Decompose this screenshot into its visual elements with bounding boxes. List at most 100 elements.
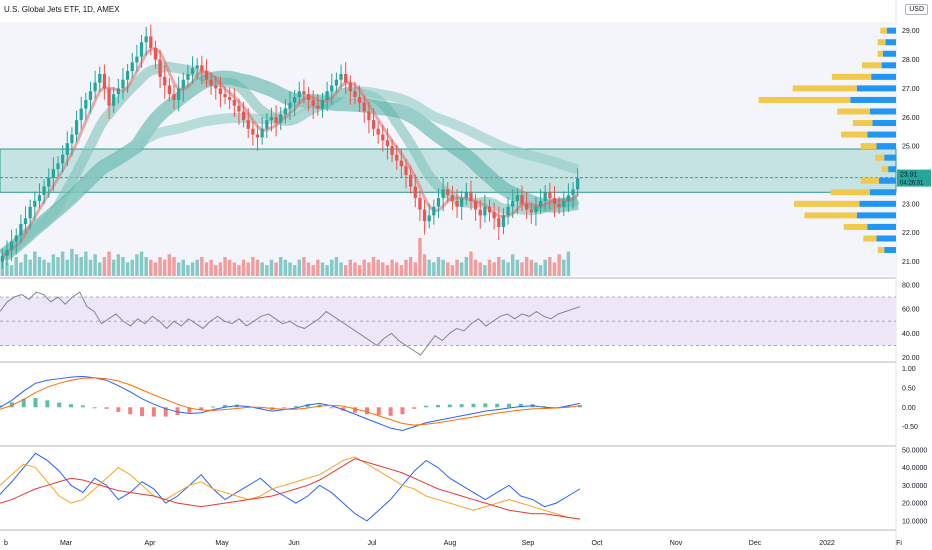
candle-body (121, 79, 125, 89)
candle-body (125, 71, 130, 80)
volume-profile-buy-bar (792, 85, 857, 92)
candle-body (200, 65, 204, 72)
volume-bar (520, 262, 524, 276)
volume-bar (181, 259, 185, 276)
volume-bar (139, 251, 144, 276)
candle-body (367, 111, 371, 121)
volume-bar (237, 265, 241, 276)
candle-body (135, 56, 139, 63)
macd-histogram-bar (495, 403, 500, 408)
candle-body (209, 79, 213, 86)
macd-histogram-bar (353, 407, 358, 413)
candle-body (362, 102, 366, 112)
price-axis-tick: 25.00 (902, 144, 920, 151)
indicator-axis-tick: 10.0000 (902, 518, 927, 525)
volume-bar (56, 257, 60, 276)
candle-body (33, 200, 37, 207)
volume-profile-buy-bar (881, 166, 889, 173)
volume-bar (552, 262, 557, 276)
volume-bar (111, 259, 116, 276)
volume-profile-sell-bar (884, 154, 896, 161)
volume-bar (464, 257, 469, 276)
candle-body (269, 117, 274, 121)
volume-bar (163, 259, 167, 276)
macd-histogram-bar (424, 405, 429, 408)
price-axis-tick: 28.00 (902, 57, 920, 64)
candle-body (348, 82, 352, 92)
macd-histogram-bar (518, 403, 523, 408)
volume-bar (390, 259, 394, 276)
volume-bar (450, 265, 455, 276)
candle-body (302, 91, 306, 95)
volume-profile-buy-bar (877, 39, 886, 46)
candle-body (65, 143, 69, 155)
price-axis-tick: 23.00 (902, 201, 920, 208)
time-axis-label: Fi (896, 540, 902, 547)
indicator-axis-tick: 30.0000 (902, 483, 927, 490)
candle-body (149, 36, 153, 48)
volume-bar (93, 254, 97, 276)
volume-bar (487, 259, 492, 276)
volume-bar (102, 257, 107, 276)
candle-body (525, 203, 529, 210)
volume-bar (446, 262, 450, 276)
price-axis-tick: 29.00 (902, 28, 920, 35)
rsi-axis-tick: 20.00 (902, 355, 920, 362)
indicator-axis-tick: 20.0000 (902, 501, 927, 508)
volume-bar (543, 259, 547, 276)
candle-body (371, 120, 376, 129)
volume-profile-buy-bar (880, 27, 887, 34)
candle-body (172, 94, 176, 100)
volume-bar (353, 262, 357, 276)
candle-body (576, 177, 580, 190)
macd-histogram-bar (9, 402, 14, 408)
candle-body (413, 186, 417, 199)
volume-bar (534, 262, 538, 276)
macd-histogram-bar (128, 407, 133, 415)
currency-button[interactable]: USD (905, 4, 928, 15)
volume-profile-buy-bar (877, 50, 883, 57)
volume-bar (297, 259, 301, 276)
candle-body (478, 209, 482, 216)
volume-bar (14, 257, 18, 276)
candle-body (306, 94, 311, 100)
volume-bar (334, 257, 339, 276)
candle-body (325, 91, 329, 100)
price-axis-tick: 27.00 (902, 86, 920, 93)
candle-body (330, 85, 334, 92)
volume-profile-buy-bar (843, 223, 868, 230)
indicator-axis-tick: 40.0000 (902, 465, 927, 472)
macd-histogram-bar (388, 407, 393, 416)
candle-body (130, 62, 134, 72)
candle-body (339, 73, 343, 80)
volume-bar (47, 262, 51, 276)
volume-bar (473, 259, 478, 276)
volume-bar (153, 262, 158, 276)
volume-bar (260, 262, 264, 276)
volume-bar (214, 265, 218, 276)
candle-body (274, 117, 278, 124)
volume-bar (149, 259, 153, 276)
macd-histogram-bar (282, 407, 287, 409)
macd-histogram-bar (69, 404, 74, 408)
time-axis-label: Dec (749, 540, 762, 547)
candle-body (529, 209, 533, 213)
time-axis-label: Aug (444, 540, 457, 547)
macd-histogram-bar (506, 403, 511, 408)
candle-body (84, 99, 88, 109)
candle-body (158, 59, 162, 77)
macd-histogram-bar (92, 407, 97, 409)
macd-histogram-bar (187, 407, 192, 413)
volume-profile-buy-bar (860, 143, 877, 150)
volume-bar (302, 257, 306, 276)
time-axis-label: Mar (60, 540, 73, 547)
volume-bar (79, 257, 83, 276)
candle-body (79, 108, 83, 121)
volume-profile-sell-bar (876, 235, 896, 242)
volume-bar (283, 259, 288, 276)
volume-bar (524, 257, 529, 276)
rsi-axis-tick: 80.00 (902, 282, 920, 289)
volume-bar (28, 259, 32, 276)
